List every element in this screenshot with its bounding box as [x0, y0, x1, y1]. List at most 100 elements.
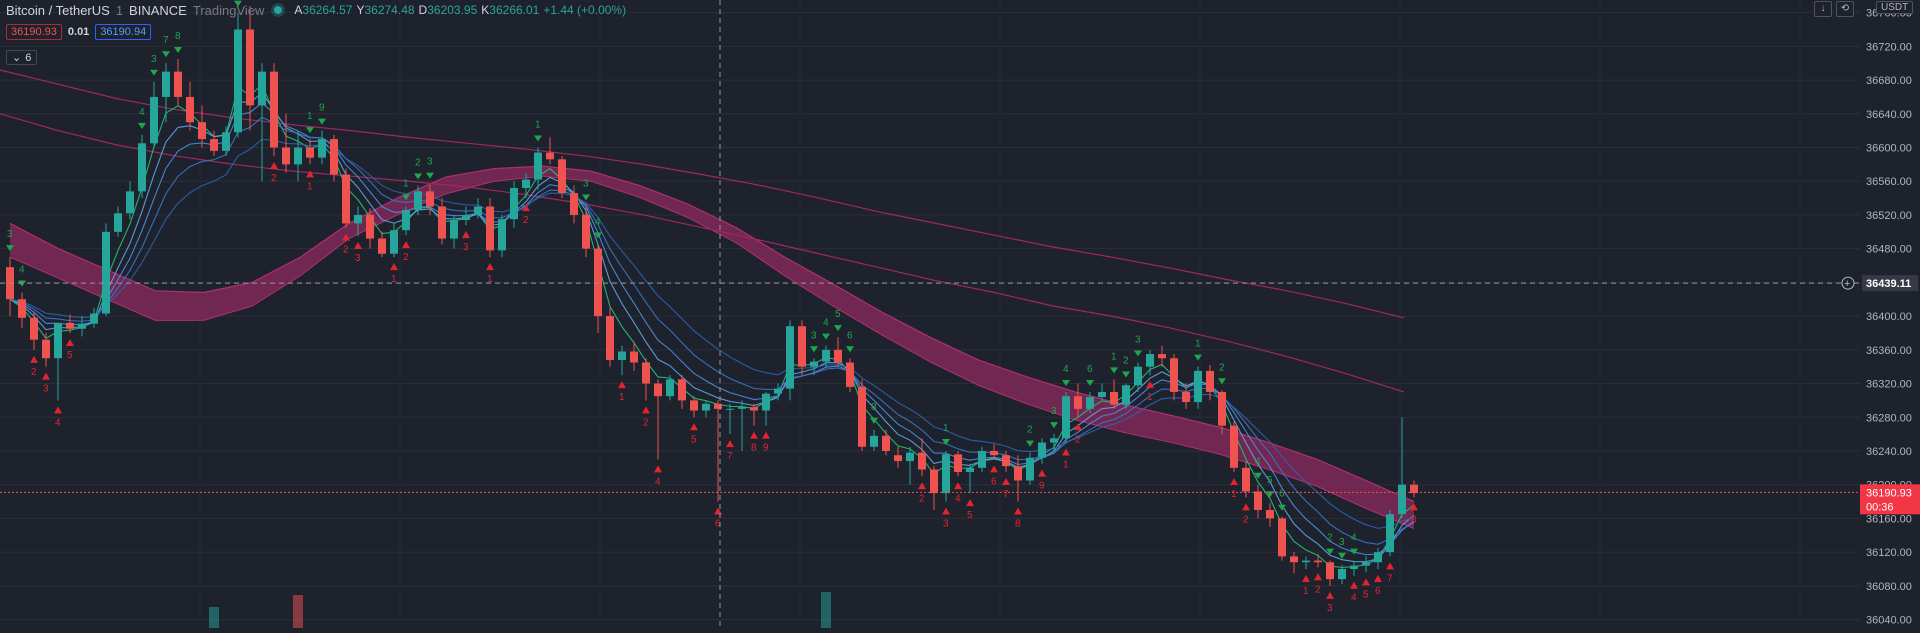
candle-body: [18, 299, 26, 318]
volume-bar: [293, 595, 303, 628]
candle-body: [66, 322, 74, 329]
signal-down-count: 2: [31, 367, 37, 378]
price-axis-panel[interactable]: [1860, 0, 1920, 628]
candle-body: [1014, 466, 1022, 481]
currency-label[interactable]: USDT: [1876, 1, 1914, 14]
signal-down-count: 7: [1387, 573, 1393, 584]
ribbon-line: [9, 138, 1415, 529]
candle-body: [570, 193, 578, 215]
signal-down-count: 7: [1003, 489, 1009, 500]
buy-button[interactable]: 36190.94: [95, 24, 152, 40]
buy-signal-triangle: [714, 507, 722, 515]
buy-signal-triangle: [1038, 469, 1046, 477]
buy-signal-triangle: [402, 241, 410, 249]
symbol-name[interactable]: Bitcoin / TetherUS: [6, 2, 110, 18]
candle-body: [354, 214, 362, 224]
ribbon-line: [9, 116, 1415, 545]
open-label: A: [294, 3, 303, 17]
buy-signal-triangle: [462, 231, 470, 239]
candle-body: [222, 132, 230, 151]
price-tick-label: 36480.00: [1866, 244, 1912, 256]
candle-body: [450, 220, 458, 239]
buy-signal-triangle: [54, 406, 62, 414]
signal-down-count: 9: [763, 443, 769, 454]
signal-down-count: 4: [655, 476, 661, 487]
signal-up-count: 3: [7, 229, 13, 240]
candle-body: [1398, 484, 1406, 515]
buy-signal-triangle: [990, 465, 998, 473]
candle-body: [810, 361, 818, 367]
indicator-count: 6: [25, 51, 32, 64]
price-tick-label: 36280.00: [1866, 412, 1912, 424]
sell-signal-triangle: [150, 69, 158, 76]
sell-signal-triangle: [1050, 422, 1058, 429]
signal-up-count: 4: [1351, 533, 1357, 544]
arrow-down-icon[interactable]: ↓: [1814, 1, 1832, 17]
sell-signal-triangle: [822, 333, 830, 340]
last-price-box: [1860, 484, 1920, 515]
candle-body: [990, 450, 998, 456]
sell-signal-triangle: [810, 346, 818, 353]
sell-signal-triangle: [846, 346, 854, 353]
candle-body: [30, 317, 38, 340]
price-tick-label: 36680.00: [1866, 75, 1912, 87]
candle-body: [1050, 438, 1058, 443]
candle-body: [174, 71, 182, 97]
candle-body: [786, 326, 794, 389]
signal-up-count: 6: [847, 330, 853, 341]
signal-up-count: 3: [583, 179, 589, 190]
buy-signal-triangle: [1362, 578, 1370, 586]
signal-up-count: 8: [175, 31, 181, 42]
buy-signal-triangle: [690, 423, 698, 431]
high-value: 36274.48: [364, 3, 415, 17]
signal-down-count: 1: [1147, 392, 1153, 403]
low-label: D: [418, 3, 428, 17]
refresh-icon[interactable]: ⟲: [1836, 1, 1854, 17]
signal-down-count: 2: [919, 493, 925, 504]
signal-down-count: 5: [691, 434, 697, 445]
candle-body: [426, 191, 434, 207]
signal-down-count: 2: [271, 173, 277, 184]
sell-signal-triangle: [1350, 548, 1358, 555]
candle-body: [294, 147, 302, 165]
signal-layer: 3443781119123134345681234612312456234234…: [6, 0, 1418, 614]
buy-signal-triangle: [1074, 423, 1082, 431]
signal-up-count: 1: [1195, 339, 1201, 350]
buy-signal-triangle: [1146, 381, 1154, 389]
symbol-header[interactable]: Bitcoin / TetherUS 1 BINANCE TradingView…: [6, 1, 629, 19]
candle-body: [906, 452, 914, 462]
platform-label: TradingView: [192, 2, 265, 18]
price-tick-label: 36320.00: [1866, 379, 1912, 391]
candle-body: [582, 214, 590, 249]
candle-body: [402, 209, 410, 231]
signal-down-count: 4: [1351, 593, 1357, 604]
candle-body: [1302, 560, 1310, 563]
signal-up-count: 4: [139, 107, 145, 118]
candle-body: [342, 174, 350, 224]
interval-label[interactable]: 1: [115, 2, 124, 18]
candle-body: [966, 467, 974, 473]
candle-layer[interactable]: [6, 5, 1418, 586]
candle-body: [438, 206, 446, 239]
signal-down-count: 2: [1315, 584, 1321, 595]
signal-down-count: 8: [1015, 519, 1021, 530]
sell-signal-triangle: [1110, 367, 1118, 374]
buy-signal-triangle: [642, 406, 650, 414]
indicators-toggle[interactable]: ⌄ 6: [6, 50, 38, 65]
signal-down-count: 6: [991, 476, 997, 487]
candle-body: [1086, 397, 1094, 409]
sell-signal-triangle: [318, 118, 326, 125]
open-value: 36264.57: [302, 3, 353, 17]
sell-signal-triangle: [1122, 371, 1130, 378]
chevron-down-icon: ⌄: [12, 52, 22, 64]
sell-signal-triangle: [402, 194, 410, 201]
buy-signal-triangle: [1326, 591, 1334, 599]
candle-body: [546, 152, 554, 160]
price-axis[interactable]: 36760.0036720.0036680.0036640.0036600.00…: [1860, 8, 1920, 627]
candle-body: [1122, 385, 1130, 405]
sell-button[interactable]: 36190.93: [6, 24, 62, 40]
candle-body: [594, 248, 602, 317]
signal-up-count: 2: [1219, 362, 1225, 373]
